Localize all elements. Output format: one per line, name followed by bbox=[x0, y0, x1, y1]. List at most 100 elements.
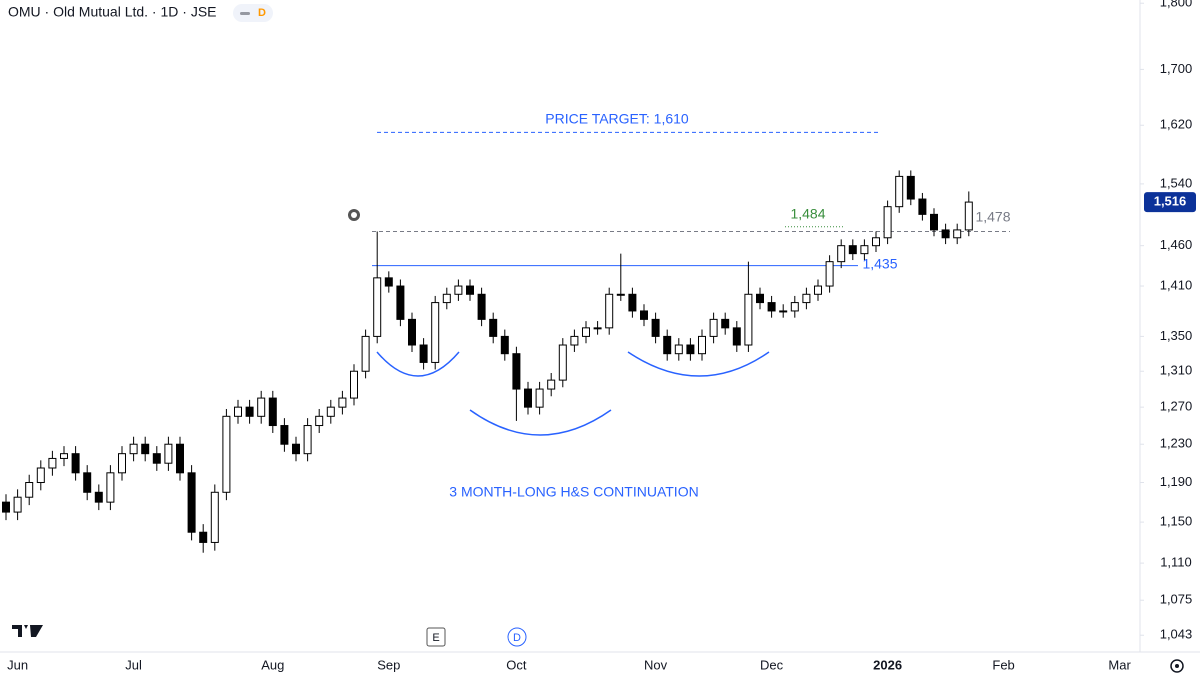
y-tick-label: 1,150 bbox=[1160, 514, 1193, 529]
head-arc bbox=[469, 409, 612, 436]
candle-body bbox=[408, 318, 416, 346]
x-tick-label: Jul bbox=[125, 657, 142, 672]
y-tick-label: 1,350 bbox=[1160, 328, 1193, 343]
level-label: 1,484 bbox=[790, 206, 825, 222]
candle-body bbox=[454, 285, 463, 295]
candle-body bbox=[292, 443, 300, 455]
candle-body bbox=[535, 388, 544, 408]
x-tick-label: Mar bbox=[1108, 657, 1131, 672]
candle-body bbox=[756, 293, 764, 304]
candle-body bbox=[326, 406, 335, 417]
candle-body bbox=[674, 344, 683, 355]
gear-icon[interactable] bbox=[1170, 659, 1184, 673]
status-pill[interactable] bbox=[233, 4, 273, 22]
candle-body bbox=[268, 397, 277, 427]
pattern-note: 3 MONTH-LONG H&S CONTINUATION bbox=[449, 484, 698, 500]
candle-body bbox=[721, 318, 730, 329]
x-tick-label: Nov bbox=[644, 657, 668, 672]
candle-body bbox=[48, 457, 57, 469]
y-tick-label: 1,075 bbox=[1160, 592, 1193, 607]
candle-body bbox=[71, 453, 80, 474]
alarm-icon[interactable] bbox=[348, 209, 360, 221]
candle-body bbox=[512, 353, 521, 390]
y-tick-label: 1,800 bbox=[1160, 0, 1193, 10]
candle-body bbox=[953, 229, 962, 239]
candle-body bbox=[651, 318, 660, 337]
candle-body bbox=[582, 327, 590, 337]
x-tick-label: Dec bbox=[760, 657, 784, 672]
y-tick-label: 1,410 bbox=[1160, 277, 1193, 292]
y-tick-label: 1,110 bbox=[1160, 555, 1192, 570]
last-price-badge bbox=[1144, 192, 1196, 213]
candle-body bbox=[941, 229, 950, 239]
candle-body bbox=[558, 344, 567, 381]
candle-body bbox=[141, 443, 150, 455]
candle-body bbox=[442, 293, 451, 304]
candle-body bbox=[338, 397, 347, 408]
candle-body bbox=[350, 370, 358, 399]
candle-body bbox=[303, 425, 312, 455]
candle-body bbox=[36, 467, 45, 484]
delay-badge: D bbox=[258, 7, 266, 19]
candle-body bbox=[663, 335, 672, 355]
candle-body bbox=[2, 501, 10, 513]
candle-body bbox=[616, 293, 625, 296]
status-icon bbox=[240, 12, 250, 15]
event-marker[interactable] bbox=[507, 627, 527, 647]
candle-body bbox=[906, 175, 915, 200]
candle-body bbox=[814, 285, 822, 295]
candle-body bbox=[570, 335, 579, 346]
event-marker[interactable] bbox=[426, 627, 446, 647]
candle-body bbox=[918, 198, 927, 215]
candle-body bbox=[883, 206, 892, 239]
candle-body bbox=[152, 453, 161, 464]
candle-body bbox=[802, 293, 811, 304]
candle-body bbox=[419, 344, 428, 363]
candle-body bbox=[361, 335, 370, 372]
candle-body bbox=[396, 285, 405, 320]
event-marker-label: D bbox=[513, 632, 521, 644]
x-tick-label: Oct bbox=[506, 657, 527, 672]
candle-body bbox=[686, 344, 695, 355]
candle-body bbox=[593, 327, 602, 330]
candle-body bbox=[25, 482, 34, 498]
x-tick-label: 2026 bbox=[873, 657, 902, 672]
candle-body bbox=[466, 285, 474, 295]
candle-body bbox=[825, 261, 834, 287]
x-tick-label: Feb bbox=[992, 657, 1014, 672]
candle-body bbox=[872, 237, 880, 247]
candle-body bbox=[245, 406, 254, 417]
y-tick-label: 1,460 bbox=[1160, 237, 1193, 252]
candle-body bbox=[384, 277, 393, 287]
x-tick-label: Sep bbox=[377, 657, 400, 672]
candle-body bbox=[106, 472, 115, 503]
candle-body bbox=[860, 245, 869, 255]
candle-body bbox=[315, 415, 324, 427]
candle-body bbox=[489, 318, 498, 337]
candle-body bbox=[129, 443, 138, 455]
candle-body bbox=[848, 245, 857, 255]
last-price-label: 1,516 bbox=[1154, 194, 1187, 209]
y-tick-label: 1,700 bbox=[1160, 61, 1193, 76]
candle-body bbox=[837, 245, 846, 263]
y-tick-label: 1,310 bbox=[1160, 363, 1193, 378]
candle-body bbox=[280, 425, 289, 445]
candle-body bbox=[234, 406, 242, 417]
right-shoulder-arc bbox=[627, 351, 770, 377]
candle-body bbox=[431, 302, 440, 363]
x-tick-label: Aug bbox=[261, 657, 284, 672]
candle-body bbox=[930, 213, 938, 231]
candle-body bbox=[767, 302, 776, 312]
tv-logo bbox=[12, 625, 43, 637]
candle-body bbox=[698, 335, 706, 355]
y-tick-label: 1,230 bbox=[1160, 436, 1193, 451]
candle-body bbox=[477, 293, 486, 320]
candle-body bbox=[605, 293, 614, 329]
candle-body bbox=[895, 175, 904, 208]
y-tick-label: 1,270 bbox=[1160, 399, 1193, 414]
candle-body bbox=[83, 472, 92, 493]
level-label: 1,478 bbox=[975, 209, 1010, 225]
y-tick-label: 1,540 bbox=[1160, 175, 1193, 190]
level-label: PRICE TARGET: 1,610 bbox=[545, 111, 689, 127]
